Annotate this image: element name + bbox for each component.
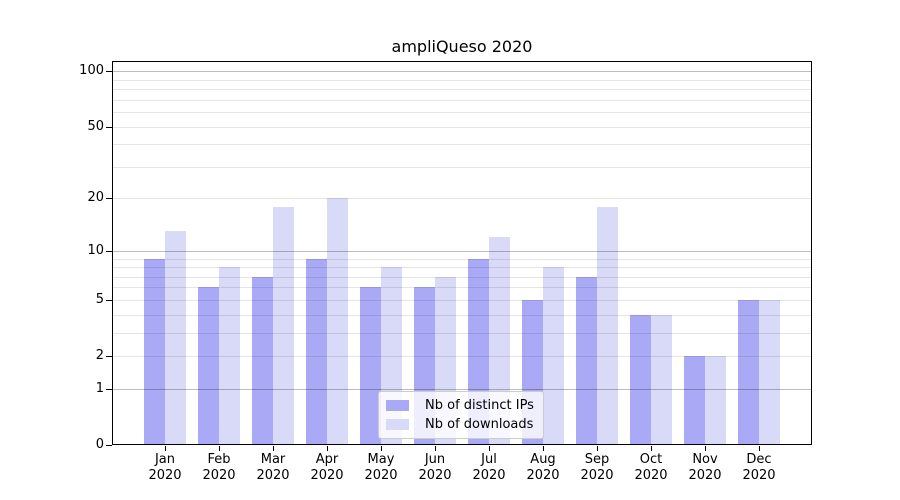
bar-downloads-apr [327,198,348,445]
bars-layer [112,61,812,445]
bar-ips-may [360,287,381,445]
bar-ips-jan [144,258,165,445]
x-tick-label-jun: Jun 2020 [418,452,452,483]
y-tick-mark [106,299,112,301]
bar-downloads-jan [165,231,186,445]
y-tick-mark [106,356,112,357]
x-tick-mark [219,446,220,451]
bar-ips-nov [684,356,705,445]
bar-downloads-dec [759,299,780,445]
x-tick-label-oct: Oct 2020 [634,452,668,483]
x-tick-mark [165,446,166,451]
bar-ips-sep [576,276,597,445]
legend-item-downloads: Nb of downloads [386,417,534,432]
y-tick-mark [106,71,112,73]
x-tick-mark [273,446,274,451]
x-tick-label-jul: Jul 2020 [472,452,506,483]
y-tick-label-2: 2 [95,348,104,363]
bar-downloads-aug [543,267,564,445]
x-tick-mark [327,446,328,451]
bar-downloads-nov [705,356,726,445]
x-tick-mark [543,446,544,451]
bar-downloads-sep [597,206,618,445]
x-tick-label-feb: Feb 2020 [202,452,236,483]
y-tick-label-5: 5 [95,291,104,307]
y-tick-label-0: 0 [95,437,104,452]
plot-area [112,61,812,445]
legend-item-distinct-ips: Nb of distinct IPs [386,398,534,413]
x-tick-mark [435,446,436,451]
y-tick-mark [106,198,112,200]
bar-ips-oct [630,314,651,445]
legend-label-downloads: Nb of downloads [425,417,534,432]
bar-downloads-mar [273,206,294,445]
x-tick-mark [597,446,598,451]
legend-swatch-downloads [386,419,409,430]
bar-ips-apr [306,258,327,445]
legend-swatch-distinct-ips [386,400,409,411]
bar-ips-mar [252,276,273,445]
x-tick-label-mar: Mar 2020 [256,452,290,483]
y-tick-mark [106,250,112,252]
bar-ips-feb [198,287,219,445]
x-tick-mark [381,446,382,451]
legend-label-distinct-ips: Nb of distinct IPs [425,398,534,413]
y-tick-mark [106,388,112,390]
y-tick-mark [106,445,112,446]
x-tick-mark [705,446,706,451]
y-tick-label-100: 100 [79,63,104,79]
y-tick-label-10: 10 [87,242,104,258]
x-tick-label-jan: Jan 2020 [148,452,182,483]
y-tick-label-1: 1 [95,380,104,396]
bar-downloads-oct [651,314,672,445]
legend: Nb of distinct IPs Nb of downloads [378,391,544,439]
bar-downloads-feb [219,267,240,445]
y-tick-label-50: 50 [87,118,104,134]
x-tick-label-nov: Nov 2020 [688,452,722,483]
bar-ips-dec [738,299,759,445]
x-tick-label-may: May 2020 [364,452,398,483]
x-tick-mark [651,446,652,451]
y-tick-mark [106,126,112,128]
x-tick-mark [759,446,760,451]
x-tick-label-aug: Aug 2020 [526,452,560,483]
x-tick-label-apr: Apr 2020 [310,452,344,483]
chart-title: ampliQueso 2020 [391,37,533,56]
y-tick-label-20: 20 [87,190,104,206]
x-tick-mark [489,446,490,451]
x-tick-label-sep: Sep 2020 [580,452,614,483]
x-tick-label-dec: Dec 2020 [742,452,776,483]
